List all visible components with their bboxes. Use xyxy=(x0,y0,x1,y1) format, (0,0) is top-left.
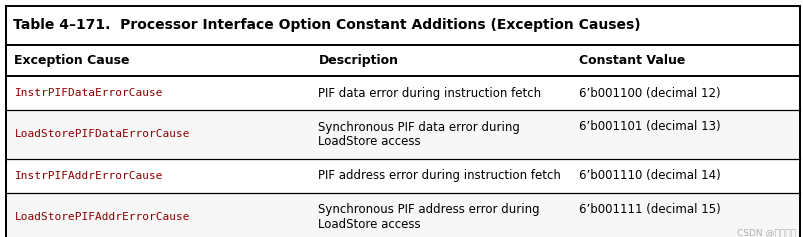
Bar xyxy=(6,159,799,193)
Text: LoadStore access: LoadStore access xyxy=(318,136,421,148)
Text: InstrPIFDataErrorCause: InstrPIFDataErrorCause xyxy=(14,88,163,98)
Text: 6’b001101 (decimal 13): 6’b001101 (decimal 13) xyxy=(578,120,719,133)
Bar xyxy=(6,193,799,237)
Bar xyxy=(6,110,799,159)
Text: PIF data error during instruction fetch: PIF data error during instruction fetch xyxy=(318,87,541,100)
Text: Description: Description xyxy=(318,54,398,67)
Bar xyxy=(6,45,799,76)
Bar xyxy=(6,76,799,110)
Bar xyxy=(6,6,799,45)
Text: 6’b001110 (decimal 14): 6’b001110 (decimal 14) xyxy=(578,169,719,182)
Text: PIF address error during instruction fetch: PIF address error during instruction fet… xyxy=(318,169,560,182)
Text: LoadStore access: LoadStore access xyxy=(318,219,421,231)
Text: Table 4–171.  Processor Interface Option Constant Additions (Exception Causes): Table 4–171. Processor Interface Option … xyxy=(13,18,640,32)
Text: Synchronous PIF data error during: Synchronous PIF data error during xyxy=(318,121,520,133)
Text: CSDN @心情复杂: CSDN @心情复杂 xyxy=(736,228,795,237)
Text: 6’b001100 (decimal 12): 6’b001100 (decimal 12) xyxy=(578,87,719,100)
Text: InstrPIFAddrErrorCause: InstrPIFAddrErrorCause xyxy=(14,171,163,181)
Text: Exception Cause: Exception Cause xyxy=(14,54,130,67)
Text: LoadStorePIFDataErrorCause: LoadStorePIFDataErrorCause xyxy=(14,129,190,140)
Text: Synchronous PIF address error during: Synchronous PIF address error during xyxy=(318,204,540,216)
Text: LoadStorePIFAddrErrorCause: LoadStorePIFAddrErrorCause xyxy=(14,212,190,223)
Text: Constant Value: Constant Value xyxy=(578,54,684,67)
Text: 6’b001111 (decimal 15): 6’b001111 (decimal 15) xyxy=(578,203,719,216)
